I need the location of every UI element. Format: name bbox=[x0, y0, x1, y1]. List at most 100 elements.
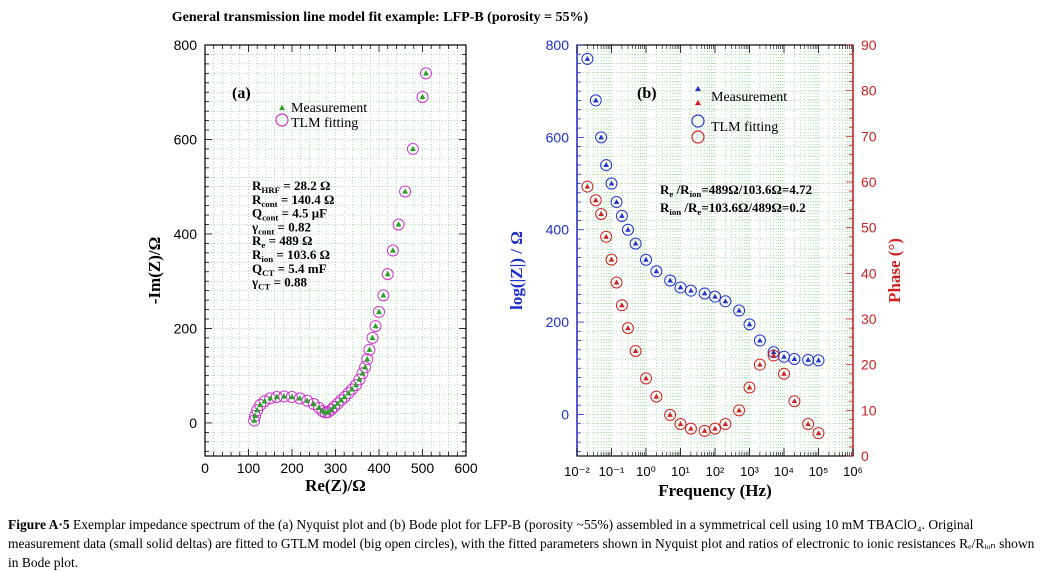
phase-measurement-point bbox=[677, 421, 684, 427]
fit-parameter: RHRF = 28.2 Ω bbox=[252, 178, 330, 195]
legend-marker-fit bbox=[275, 113, 289, 127]
phase-measurement-point bbox=[722, 421, 729, 427]
y2-axis-label: Phase (°) bbox=[885, 238, 904, 303]
y-tick-label: 200 bbox=[174, 320, 198, 336]
measurement-point bbox=[341, 393, 348, 400]
x-tick-label: 100 bbox=[237, 460, 261, 476]
fit-point bbox=[353, 373, 366, 386]
z-measurement-point bbox=[770, 349, 777, 355]
z-fit-point bbox=[605, 177, 618, 190]
phase-measurement-point bbox=[584, 183, 591, 189]
measurement-point bbox=[296, 395, 303, 401]
measurement-point bbox=[419, 93, 426, 100]
x-tick-label: 10⁵ bbox=[809, 464, 829, 479]
z-fit-point bbox=[589, 94, 602, 107]
phase-measurement-point bbox=[688, 425, 694, 431]
panel-label: (b) bbox=[637, 85, 657, 102]
phase-measurement-point bbox=[593, 197, 599, 203]
y-tick-label: 0 bbox=[189, 415, 197, 431]
phase-measurement-point bbox=[712, 425, 718, 431]
z-fit-point bbox=[600, 159, 613, 172]
x-tick-label: 10¹ bbox=[671, 464, 690, 479]
z-measurement-point bbox=[815, 357, 822, 363]
z-fit-point bbox=[581, 52, 594, 65]
x-tick-label: 200 bbox=[280, 460, 304, 476]
measurement-point bbox=[366, 346, 373, 352]
legend-label-fit: TLM fitting bbox=[711, 120, 778, 135]
fit-point bbox=[346, 383, 359, 396]
phase-fit-point bbox=[621, 322, 634, 335]
fit-point bbox=[386, 244, 399, 257]
measurement-point bbox=[334, 400, 341, 406]
measurement-point bbox=[267, 395, 274, 401]
legend-marker-measurement-red bbox=[695, 99, 701, 106]
measurement-point bbox=[422, 70, 429, 76]
z-fit-point bbox=[733, 304, 746, 317]
z-fit-point bbox=[767, 346, 780, 359]
x-tick-label: 10⁻¹ bbox=[599, 464, 625, 479]
phase-measurement-point bbox=[805, 421, 811, 427]
phase-fit-point bbox=[719, 418, 732, 431]
phase-measurement-point bbox=[632, 347, 639, 353]
x-tick-label: 10³ bbox=[740, 464, 759, 479]
z-measurement-point bbox=[781, 353, 787, 359]
measurement-point bbox=[328, 406, 335, 412]
fit-point bbox=[416, 90, 429, 103]
z-measurement-point bbox=[598, 134, 604, 140]
fit-point bbox=[328, 400, 341, 413]
nyquist-panel: 0 100 200 300 400 500 600 0 200 400 600 800 Re(Z)/Ω -… bbox=[145, 37, 478, 495]
y-tick-label: 0 bbox=[561, 406, 569, 422]
z-fit-point bbox=[640, 253, 652, 266]
measurement-point bbox=[310, 400, 317, 407]
fit-point bbox=[363, 343, 376, 356]
y-tick-label: 400 bbox=[174, 226, 198, 242]
phase-fit-point bbox=[595, 207, 608, 220]
measurement-point bbox=[257, 401, 264, 408]
measurement-point bbox=[251, 417, 258, 423]
fit-point bbox=[369, 320, 382, 333]
measurement-point bbox=[369, 334, 376, 341]
z-measurement-point bbox=[608, 180, 615, 186]
z-measurement-point bbox=[677, 284, 684, 290]
fit-point bbox=[342, 387, 355, 400]
y-tick-label: 400 bbox=[546, 222, 570, 238]
z-fit-point bbox=[610, 196, 623, 209]
z-fit-point bbox=[664, 274, 677, 287]
fit-point bbox=[366, 331, 379, 344]
measurement-point bbox=[273, 393, 280, 400]
phase-measurement-point bbox=[667, 411, 673, 417]
measurement-point bbox=[359, 370, 366, 376]
y-tick-label: 600 bbox=[174, 131, 198, 147]
measurement-point bbox=[338, 397, 345, 403]
phase-fit-point bbox=[778, 367, 790, 380]
phase-measurement-point bbox=[653, 393, 660, 399]
fit-parameter: Qcont = 4.5 μF bbox=[252, 206, 327, 223]
phase-fit-point bbox=[629, 344, 642, 357]
x-tick-label: 10² bbox=[706, 464, 725, 479]
z-measurement-point bbox=[722, 298, 729, 304]
phase-measurement-point bbox=[736, 407, 742, 413]
measurement-point bbox=[345, 389, 352, 396]
x-tick-label: 0 bbox=[201, 460, 209, 476]
bode-panel: 10⁻² 10⁻¹ 10⁰ 10¹ 10² 10³ 10⁴ 10⁵ 10⁶02004006008… bbox=[507, 37, 904, 500]
z-fit-point bbox=[650, 265, 663, 278]
y2-tick-label: 30 bbox=[861, 311, 877, 327]
legend-marker-measurement-blue bbox=[695, 85, 701, 92]
fit-point bbox=[392, 218, 405, 231]
legend-marker-fit-red bbox=[691, 130, 705, 144]
phase-fit-point bbox=[581, 180, 594, 193]
measurement-point bbox=[384, 270, 391, 277]
x-tick-label: 10⁴ bbox=[774, 464, 794, 479]
phase-measurement-point bbox=[746, 384, 753, 390]
fit-point bbox=[301, 394, 314, 407]
z-measurement-point bbox=[746, 321, 753, 327]
z-measurement-point bbox=[688, 287, 694, 293]
phase-measurement-point bbox=[643, 375, 649, 381]
fit-parameter: Rcont = 140.4 Ω bbox=[252, 192, 334, 209]
resistance-ratio: Rion /Re=103.6Ω/489Ω=0.2 bbox=[660, 200, 806, 217]
resistance-ratio: Re /Rion=489Ω/103.6Ω=4.72 bbox=[660, 182, 812, 199]
fit-parameter: Rion = 103.6 Ω bbox=[252, 247, 330, 264]
measurement-point bbox=[252, 412, 259, 419]
fit-point bbox=[331, 397, 344, 410]
z-fit-point bbox=[753, 334, 766, 347]
